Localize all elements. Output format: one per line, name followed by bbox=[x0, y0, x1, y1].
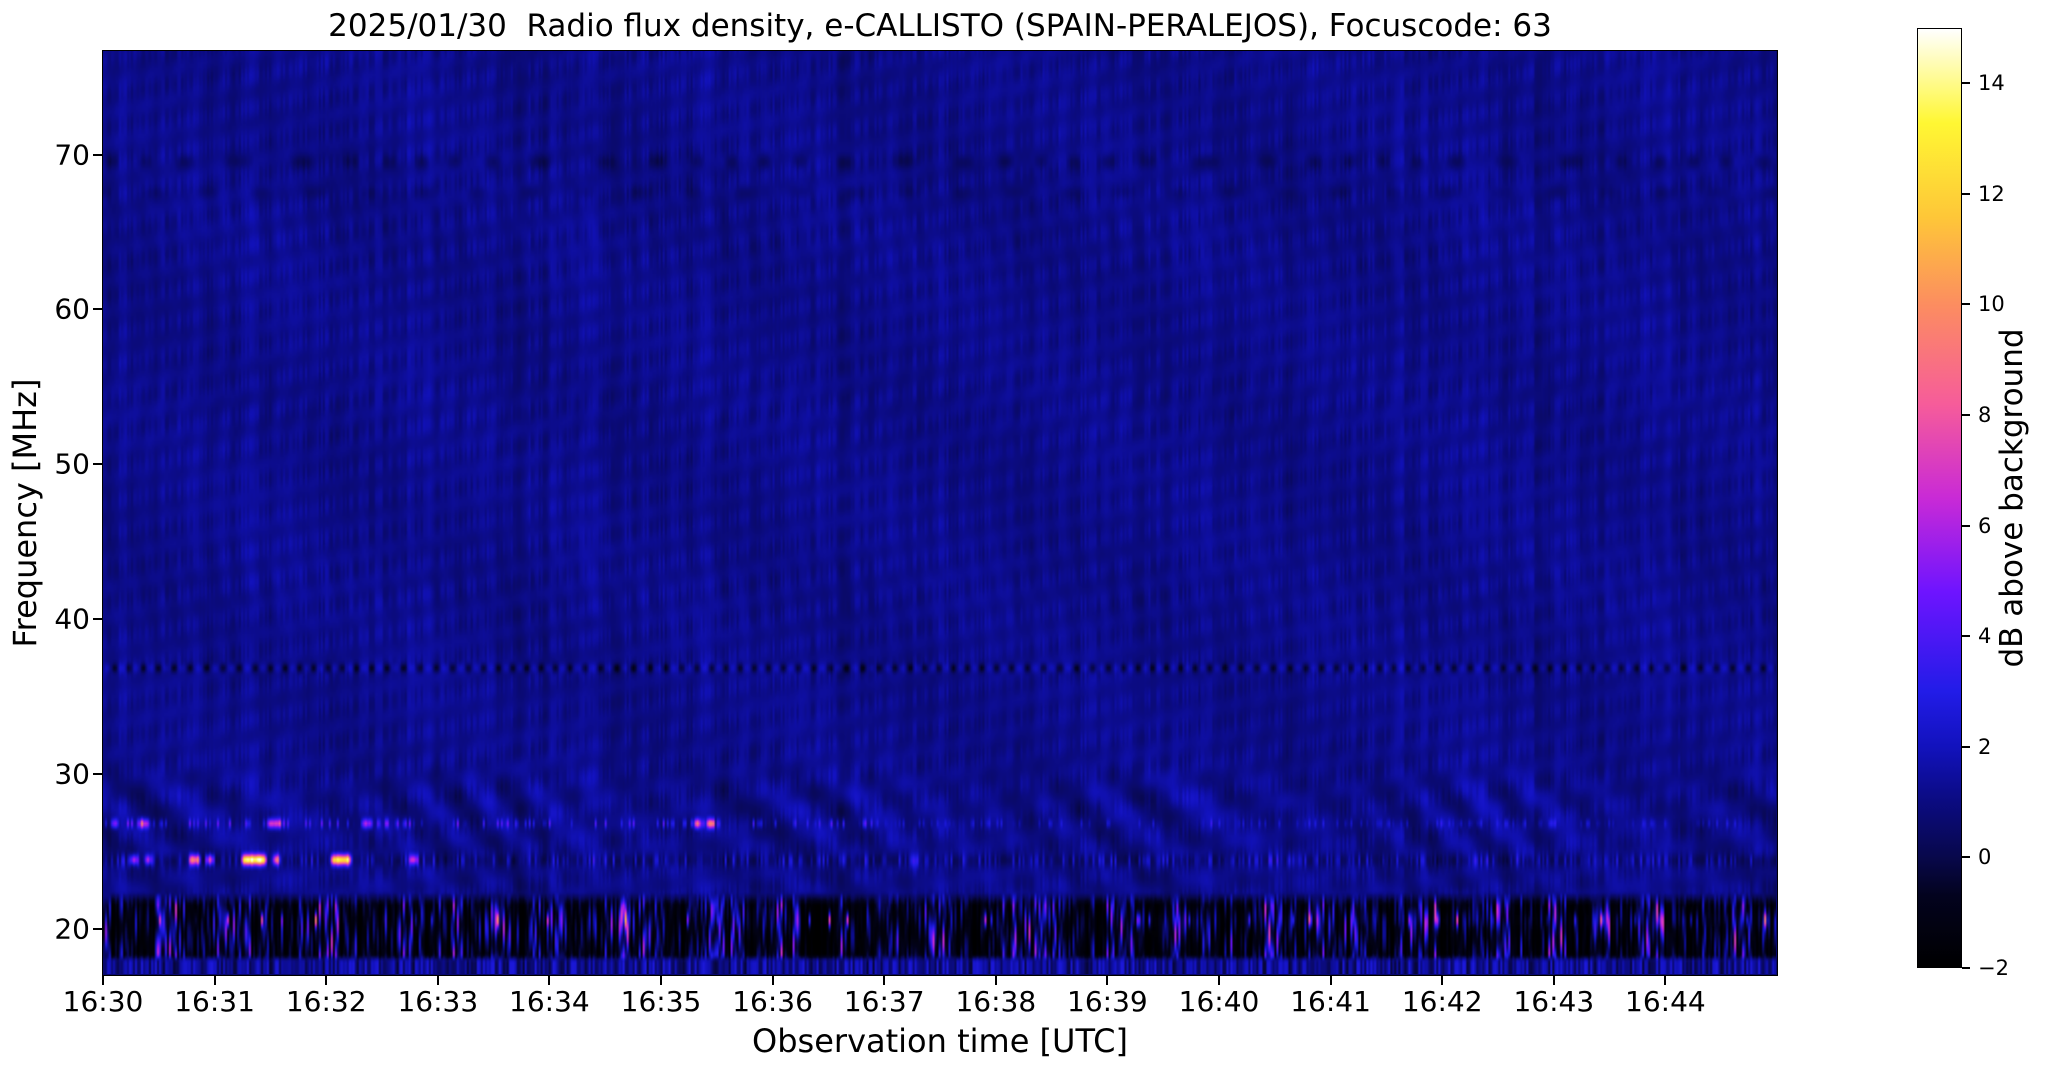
colorbar-tick-label: 6 bbox=[1978, 513, 1992, 538]
colorbar-tick-mark bbox=[1962, 745, 1970, 748]
chart-title: 2025/01/30 Radio flux density, e-CALLIST… bbox=[328, 8, 1552, 44]
y-tick-mark bbox=[93, 308, 103, 311]
x-tick-label: 16:35 bbox=[620, 985, 702, 1018]
y-tick-mark bbox=[93, 927, 103, 930]
x-tick-mark bbox=[1664, 975, 1667, 985]
x-tick-label: 16:39 bbox=[1067, 985, 1148, 1018]
x-tick-label: 16:37 bbox=[843, 985, 925, 1018]
y-tick-label: 40 bbox=[54, 602, 90, 636]
y-tick-label: 20 bbox=[54, 912, 90, 946]
colorbar-tick-label: 4 bbox=[1978, 624, 1992, 649]
x-tick-label: 16:40 bbox=[1178, 985, 1260, 1018]
y-tick-label: 50 bbox=[54, 447, 90, 481]
x-tick-mark bbox=[660, 975, 662, 985]
x-axis-label: Observation time [UTC] bbox=[752, 1022, 1128, 1060]
x-tick-label: 16:33 bbox=[397, 985, 479, 1018]
x-tick-label: 16:34 bbox=[509, 985, 590, 1018]
y-tick-mark bbox=[93, 463, 103, 466]
colorbar-tick-mark bbox=[1962, 82, 1970, 85]
y-tick-mark bbox=[93, 153, 103, 156]
x-tick-mark bbox=[436, 975, 439, 985]
x-tick-label: 16:30 bbox=[62, 985, 144, 1018]
y-tick-label: 70 bbox=[54, 138, 90, 172]
colorbar bbox=[1917, 28, 1962, 968]
x-tick-mark bbox=[771, 975, 774, 985]
x-tick-mark bbox=[1552, 975, 1555, 985]
x-tick-label: 16:31 bbox=[174, 985, 255, 1018]
x-tick-mark bbox=[994, 975, 997, 985]
y-tick-mark bbox=[93, 772, 103, 775]
y-tick-label: 60 bbox=[54, 292, 90, 326]
spectrogram-canvas bbox=[103, 51, 1776, 974]
colorbar-tick-mark bbox=[1962, 524, 1970, 527]
x-tick-mark bbox=[1106, 975, 1109, 985]
x-tick-mark bbox=[102, 975, 104, 985]
colorbar-tick-mark bbox=[1962, 303, 1970, 306]
x-tick-label: 16:36 bbox=[732, 985, 813, 1018]
x-tick-label: 16:44 bbox=[1625, 985, 1706, 1018]
colorbar-tick-mark bbox=[1962, 635, 1970, 638]
colorbar-tick-label: 12 bbox=[1978, 181, 2005, 206]
colorbar-tick-label: 2 bbox=[1978, 734, 1992, 759]
colorbar-tick-mark bbox=[1962, 192, 1970, 195]
x-tick-label: 16:41 bbox=[1290, 985, 1371, 1018]
plot-area bbox=[102, 50, 1778, 976]
x-tick-label: 16:43 bbox=[1513, 985, 1595, 1018]
y-tick-mark bbox=[93, 618, 103, 621]
colorbar-tick-label: 10 bbox=[1978, 292, 2005, 317]
colorbar-tick-label: −2 bbox=[1978, 956, 2009, 980]
x-tick-mark bbox=[1441, 975, 1444, 985]
colorbar-tick-label: 14 bbox=[1978, 71, 2005, 96]
x-tick-label: 16:38 bbox=[955, 985, 1037, 1018]
colorbar-tick-mark bbox=[1962, 414, 1970, 417]
colorbar-tick-label: 0 bbox=[1978, 845, 1992, 870]
colorbar-tick-mark bbox=[1962, 856, 1970, 859]
x-tick-mark bbox=[213, 975, 216, 985]
colorbar-label: dB above background bbox=[1994, 328, 2030, 668]
x-tick-label: 16:42 bbox=[1401, 985, 1483, 1018]
x-tick-mark bbox=[548, 975, 551, 985]
x-tick-mark bbox=[883, 975, 886, 985]
y-tick-label: 30 bbox=[54, 757, 90, 791]
x-tick-label: 16:32 bbox=[285, 985, 367, 1018]
x-tick-mark bbox=[1329, 975, 1332, 985]
colorbar-tick-label: 8 bbox=[1978, 403, 1992, 428]
x-tick-mark bbox=[1218, 975, 1220, 985]
x-tick-mark bbox=[325, 975, 328, 985]
colorbar-tick-mark bbox=[1962, 967, 1970, 969]
